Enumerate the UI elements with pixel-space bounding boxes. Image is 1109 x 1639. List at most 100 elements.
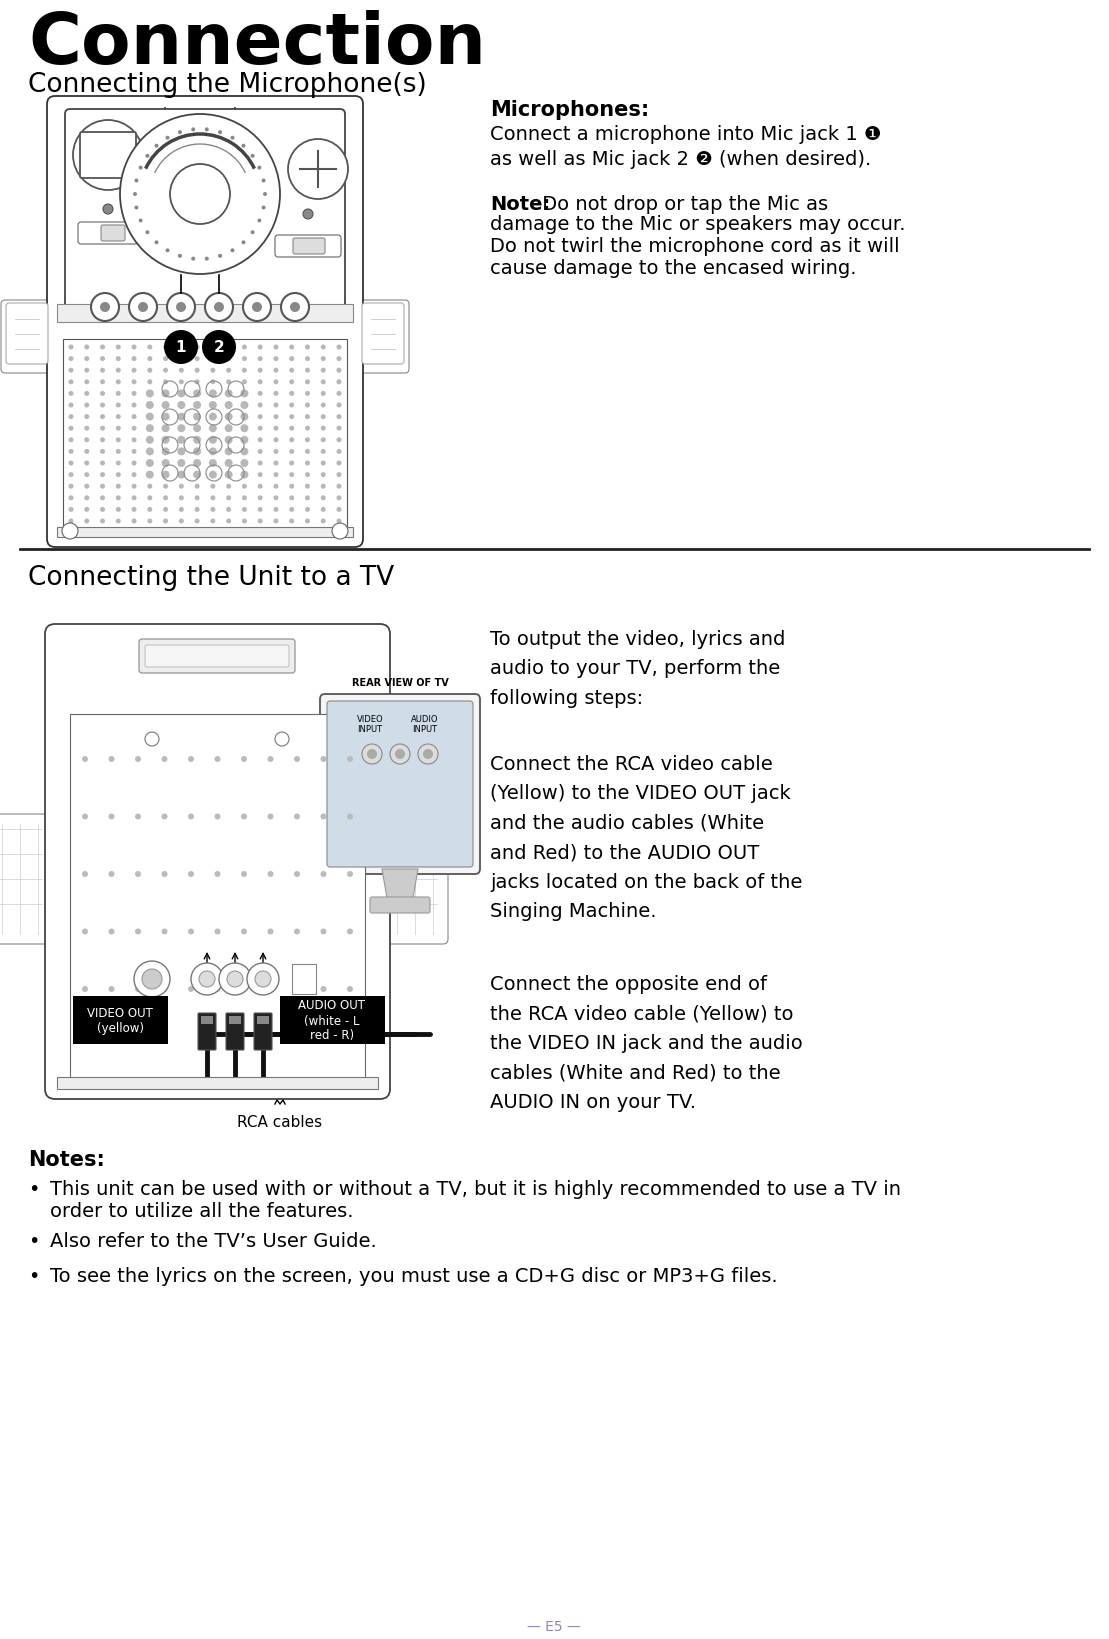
Circle shape xyxy=(274,508,278,513)
Circle shape xyxy=(100,438,105,443)
Text: To see the lyrics on the screen, you must use a CD+G disc or MP3+G files.: To see the lyrics on the screen, you mus… xyxy=(50,1267,777,1285)
Circle shape xyxy=(115,485,121,490)
FancyBboxPatch shape xyxy=(73,997,167,1044)
Circle shape xyxy=(147,508,152,513)
Circle shape xyxy=(84,497,89,502)
Circle shape xyxy=(418,744,438,764)
Circle shape xyxy=(167,293,195,321)
Circle shape xyxy=(241,425,248,433)
Circle shape xyxy=(145,447,154,456)
Circle shape xyxy=(115,438,121,443)
Text: This unit can be used with or without a TV, but it is highly recommended to use : This unit can be used with or without a … xyxy=(50,1180,901,1198)
Circle shape xyxy=(242,520,247,524)
Circle shape xyxy=(129,293,157,321)
Circle shape xyxy=(115,520,121,524)
Circle shape xyxy=(289,438,294,443)
Circle shape xyxy=(241,472,248,479)
Circle shape xyxy=(162,402,170,410)
Bar xyxy=(257,1016,269,1024)
Circle shape xyxy=(288,139,348,200)
Circle shape xyxy=(193,436,201,444)
Circle shape xyxy=(193,413,201,421)
Circle shape xyxy=(162,872,167,877)
Circle shape xyxy=(336,380,342,385)
Circle shape xyxy=(305,403,311,408)
Circle shape xyxy=(274,369,278,374)
Circle shape xyxy=(193,425,201,433)
Circle shape xyxy=(194,357,200,362)
Bar xyxy=(292,964,316,995)
Circle shape xyxy=(321,987,326,992)
FancyBboxPatch shape xyxy=(279,997,385,1044)
Circle shape xyxy=(191,964,223,995)
Circle shape xyxy=(162,425,170,433)
Circle shape xyxy=(321,472,326,479)
Circle shape xyxy=(289,472,294,479)
Text: •: • xyxy=(28,1231,40,1251)
FancyBboxPatch shape xyxy=(6,303,48,365)
Circle shape xyxy=(194,520,200,524)
Circle shape xyxy=(274,392,278,397)
Circle shape xyxy=(193,402,201,410)
Circle shape xyxy=(267,929,274,934)
Circle shape xyxy=(69,438,73,443)
Circle shape xyxy=(115,403,121,408)
Circle shape xyxy=(289,461,294,465)
FancyBboxPatch shape xyxy=(226,1013,244,1051)
Circle shape xyxy=(199,972,215,987)
Circle shape xyxy=(162,459,170,467)
Circle shape xyxy=(241,447,248,456)
Circle shape xyxy=(84,461,89,465)
Circle shape xyxy=(305,461,311,465)
Circle shape xyxy=(135,872,141,877)
Circle shape xyxy=(294,929,301,934)
Circle shape xyxy=(241,413,248,421)
Circle shape xyxy=(179,497,184,502)
Circle shape xyxy=(82,929,88,934)
FancyBboxPatch shape xyxy=(80,133,136,179)
Circle shape xyxy=(194,497,200,502)
Circle shape xyxy=(82,815,88,820)
Text: order to utilize all the features.: order to utilize all the features. xyxy=(50,1201,354,1221)
Circle shape xyxy=(193,447,201,456)
Circle shape xyxy=(191,257,195,262)
Text: AUDIO
INPUT: AUDIO INPUT xyxy=(411,715,439,734)
Circle shape xyxy=(163,485,169,490)
Circle shape xyxy=(82,757,88,762)
Circle shape xyxy=(289,403,294,408)
Circle shape xyxy=(177,254,182,259)
Circle shape xyxy=(194,508,200,513)
Circle shape xyxy=(194,369,200,374)
Circle shape xyxy=(132,508,136,513)
Circle shape xyxy=(176,303,186,313)
Circle shape xyxy=(211,369,215,374)
Bar xyxy=(57,528,353,538)
Circle shape xyxy=(147,369,152,374)
Circle shape xyxy=(241,815,247,820)
Circle shape xyxy=(100,357,105,362)
Circle shape xyxy=(115,392,121,397)
Circle shape xyxy=(132,472,136,479)
Circle shape xyxy=(257,472,263,479)
Circle shape xyxy=(162,929,167,934)
FancyBboxPatch shape xyxy=(78,223,139,244)
Circle shape xyxy=(242,485,247,490)
Circle shape xyxy=(255,972,271,987)
Circle shape xyxy=(100,485,105,490)
Circle shape xyxy=(305,357,311,362)
Circle shape xyxy=(336,392,342,397)
Circle shape xyxy=(305,346,311,351)
Circle shape xyxy=(294,757,301,762)
Circle shape xyxy=(211,380,215,385)
Circle shape xyxy=(109,929,114,934)
Circle shape xyxy=(132,438,136,443)
Circle shape xyxy=(225,390,233,398)
Circle shape xyxy=(69,497,73,502)
Circle shape xyxy=(69,403,73,408)
Circle shape xyxy=(115,415,121,420)
Circle shape xyxy=(275,733,289,746)
Circle shape xyxy=(225,459,233,467)
Circle shape xyxy=(274,415,278,420)
Circle shape xyxy=(84,438,89,443)
Circle shape xyxy=(241,459,248,467)
